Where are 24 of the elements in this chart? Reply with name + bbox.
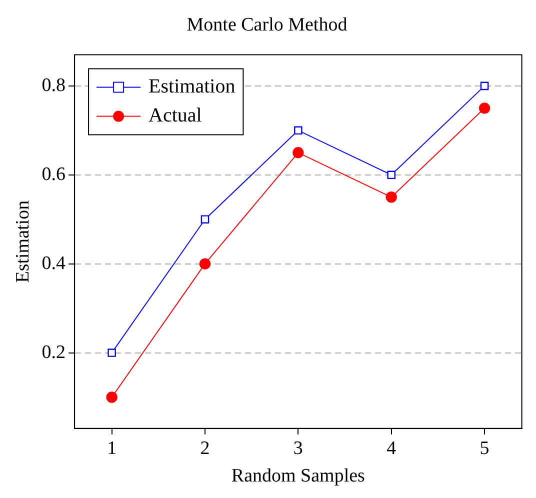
legend-label: Actual <box>148 104 202 127</box>
y-tick-label: 0.8 <box>42 74 66 96</box>
legend-label: Estimation <box>148 76 236 98</box>
y-tick-label: 0.6 <box>42 164 66 185</box>
point <box>200 215 210 224</box>
y-tick-label: 0.4 <box>42 252 66 274</box>
y-tick-label: 0.2 <box>42 342 66 363</box>
x-tick-label: 3 <box>293 438 303 459</box>
point <box>480 82 489 90</box>
point <box>108 348 116 357</box>
point <box>386 192 397 203</box>
point <box>387 170 396 180</box>
chart-title: Monte Carlo Method <box>186 14 348 36</box>
point <box>106 392 118 403</box>
point <box>478 102 490 114</box>
point <box>199 258 211 270</box>
point <box>292 147 304 158</box>
x-axis-title: Random Samples <box>231 466 365 487</box>
x-tick-label: 2 <box>200 438 210 459</box>
point <box>294 126 302 135</box>
x-tick-label: 5 <box>480 438 490 459</box>
y-axis-title: Estimation <box>12 200 34 283</box>
x-tick-label: 1 <box>107 438 117 459</box>
x-tick-label: 4 <box>386 438 397 459</box>
